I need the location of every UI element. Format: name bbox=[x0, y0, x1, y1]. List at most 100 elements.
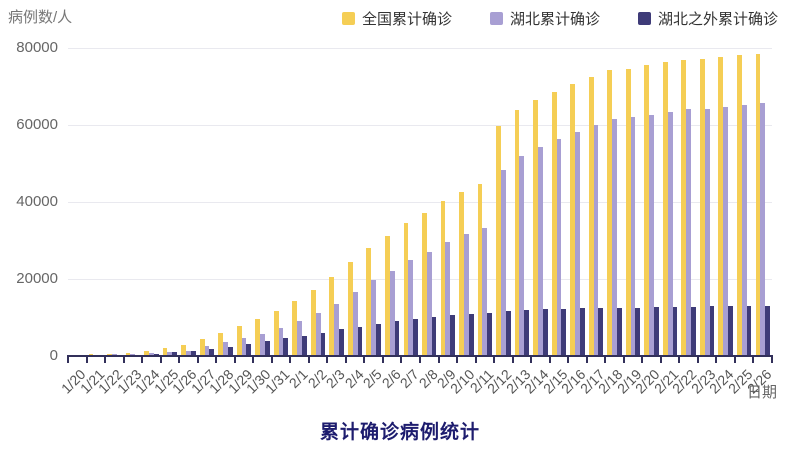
bar[interactable] bbox=[487, 312, 493, 356]
bar[interactable] bbox=[760, 103, 766, 356]
bar[interactable] bbox=[320, 332, 326, 356]
bar[interactable] bbox=[570, 84, 576, 356]
bar[interactable] bbox=[561, 308, 567, 356]
bar[interactable] bbox=[691, 306, 696, 356]
bar[interactable] bbox=[588, 77, 594, 356]
bar[interactable] bbox=[310, 289, 316, 356]
bar[interactable] bbox=[264, 341, 270, 356]
bar[interactable] bbox=[459, 191, 464, 356]
bar[interactable] bbox=[445, 241, 451, 356]
bar[interactable] bbox=[746, 306, 752, 356]
legend-item-national[interactable]: 全国累计确诊 bbox=[341, 8, 452, 29]
bar[interactable] bbox=[255, 318, 261, 356]
bar[interactable] bbox=[227, 346, 233, 356]
bar[interactable] bbox=[190, 350, 196, 356]
bar[interactable] bbox=[167, 351, 173, 356]
bar[interactable] bbox=[477, 184, 483, 356]
bar[interactable] bbox=[463, 233, 469, 356]
bar[interactable] bbox=[718, 57, 724, 356]
bar[interactable] bbox=[329, 277, 335, 356]
bar[interactable] bbox=[144, 351, 149, 356]
bar[interactable] bbox=[186, 350, 191, 356]
bar[interactable] bbox=[681, 59, 687, 356]
bar[interactable] bbox=[662, 62, 668, 356]
bar[interactable] bbox=[579, 308, 585, 356]
bar[interactable] bbox=[292, 300, 298, 356]
bar[interactable] bbox=[339, 329, 344, 356]
bar[interactable] bbox=[699, 58, 705, 356]
bar[interactable] bbox=[431, 317, 437, 356]
bar[interactable] bbox=[765, 306, 770, 356]
bar[interactable] bbox=[283, 338, 289, 356]
bar[interactable] bbox=[403, 223, 409, 356]
bar[interactable] bbox=[519, 155, 525, 356]
bar[interactable] bbox=[649, 114, 654, 356]
bar[interactable] bbox=[422, 212, 427, 356]
bar[interactable] bbox=[426, 251, 432, 356]
bar[interactable] bbox=[625, 68, 631, 356]
bar[interactable] bbox=[653, 306, 659, 356]
bar[interactable] bbox=[635, 307, 641, 356]
bar[interactable] bbox=[593, 125, 599, 356]
legend-item-outside-hubei[interactable]: 湖北之外累计确诊 bbox=[637, 8, 778, 29]
bar[interactable] bbox=[723, 106, 729, 356]
bar[interactable] bbox=[371, 280, 377, 356]
bar[interactable] bbox=[241, 338, 247, 356]
bar[interactable] bbox=[413, 319, 418, 356]
bar[interactable] bbox=[524, 310, 530, 356]
bar[interactable] bbox=[556, 139, 562, 356]
bar[interactable] bbox=[542, 309, 548, 356]
bar[interactable] bbox=[737, 55, 742, 356]
bar[interactable] bbox=[755, 53, 761, 356]
bar[interactable] bbox=[644, 65, 650, 356]
bar[interactable] bbox=[551, 92, 557, 356]
bar[interactable] bbox=[612, 118, 617, 356]
bar[interactable] bbox=[199, 338, 205, 356]
bar[interactable] bbox=[246, 343, 252, 356]
bar[interactable] bbox=[352, 291, 358, 356]
bar[interactable] bbox=[672, 306, 678, 356]
bar[interactable] bbox=[500, 170, 506, 356]
bar[interactable] bbox=[218, 333, 224, 356]
bar[interactable] bbox=[297, 321, 302, 356]
bar[interactable] bbox=[236, 326, 242, 356]
bar[interactable] bbox=[172, 352, 178, 356]
bar[interactable] bbox=[741, 105, 747, 356]
bar[interactable] bbox=[533, 100, 539, 356]
bar[interactable] bbox=[301, 335, 307, 356]
bar[interactable] bbox=[148, 353, 154, 356]
bar[interactable] bbox=[482, 227, 488, 356]
bar[interactable] bbox=[686, 109, 692, 356]
bar[interactable] bbox=[440, 201, 446, 356]
bar[interactable] bbox=[538, 146, 543, 356]
bar[interactable] bbox=[273, 310, 279, 356]
bar[interactable] bbox=[709, 306, 715, 356]
bar[interactable] bbox=[260, 333, 265, 356]
bar[interactable] bbox=[468, 314, 474, 356]
bar[interactable] bbox=[607, 70, 613, 356]
bar[interactable] bbox=[107, 353, 112, 356]
bar[interactable] bbox=[450, 315, 455, 356]
bar[interactable] bbox=[366, 248, 372, 356]
bar[interactable] bbox=[385, 236, 390, 356]
bar[interactable] bbox=[204, 345, 210, 356]
bar[interactable] bbox=[575, 132, 580, 356]
bar[interactable] bbox=[181, 345, 187, 356]
bar[interactable] bbox=[223, 342, 228, 356]
bar[interactable] bbox=[357, 326, 363, 356]
bar[interactable] bbox=[334, 303, 340, 356]
bar[interactable] bbox=[496, 125, 501, 356]
bar[interactable] bbox=[162, 348, 168, 356]
bar[interactable] bbox=[630, 117, 636, 356]
bar[interactable] bbox=[209, 349, 215, 356]
bar[interactable] bbox=[505, 311, 511, 356]
bar[interactable] bbox=[125, 352, 131, 356]
bar[interactable] bbox=[347, 262, 353, 356]
bar[interactable] bbox=[376, 323, 381, 356]
bar[interactable] bbox=[153, 353, 159, 356]
bar[interactable] bbox=[130, 353, 136, 356]
bar[interactable] bbox=[616, 307, 622, 356]
bar[interactable] bbox=[667, 111, 673, 356]
bar[interactable] bbox=[315, 312, 321, 356]
bar[interactable] bbox=[728, 306, 733, 356]
